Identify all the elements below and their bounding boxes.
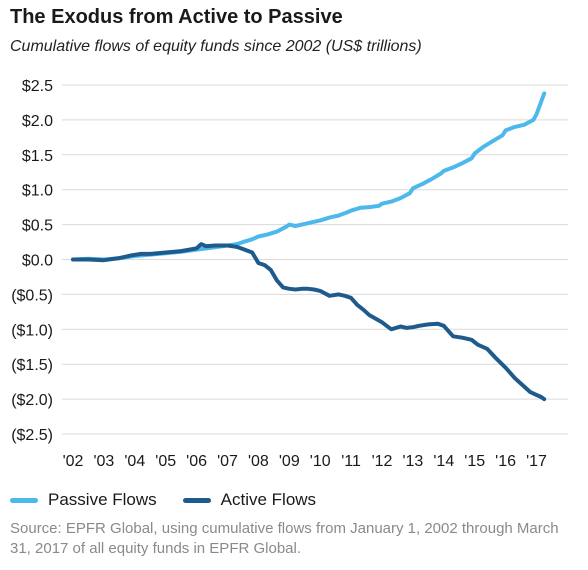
x-tick-label: '09 — [279, 453, 300, 470]
x-axis-labels: '02 '03 '04 '05 '06 '07 '08 '09 '10 '11 '12 '13 '14 '… — [63, 453, 547, 470]
x-tick-label: '11 — [341, 453, 361, 470]
y-tick-label: ($1.0) — [11, 322, 53, 339]
x-tick-label: '15 — [464, 453, 485, 470]
chart-subtitle: Cumulative flows of equity funds since 2… — [10, 38, 422, 55]
y-tick-label: $0.0 — [22, 253, 53, 270]
legend-item-passive: Passive Flows — [10, 490, 157, 510]
x-tick-label: '03 — [93, 453, 114, 470]
x-tick-label: '05 — [155, 453, 176, 470]
y-tick-label: ($1.5) — [11, 357, 53, 374]
y-tick-label: $1.0 — [22, 183, 53, 200]
x-tick-label: '12 — [372, 453, 393, 470]
x-tick-label: '07 — [217, 453, 238, 470]
x-tick-label: '17 — [526, 453, 547, 470]
chart-title: The Exodus from Active to Passive — [10, 6, 343, 28]
y-tick-label: ($2.0) — [11, 392, 53, 409]
series-lines — [71, 91, 547, 402]
x-tick-label: '04 — [124, 453, 145, 470]
x-tick-label: '02 — [63, 453, 84, 470]
x-tick-label: '14 — [433, 453, 454, 470]
y-tick-label: $2.5 — [22, 78, 53, 95]
gridlines — [62, 84, 568, 435]
legend-label-passive: Passive Flows — [48, 490, 157, 509]
legend-item-active: Active Flows — [182, 490, 317, 510]
passive-flows-line — [71, 91, 547, 262]
y-tick-label: ($0.5) — [11, 287, 53, 304]
legend-label-active: Active Flows — [220, 490, 317, 509]
x-tick-label: '13 — [402, 453, 423, 470]
y-tick-label: $2.0 — [22, 113, 53, 130]
legend: Passive Flows Active Flows — [10, 490, 342, 510]
line-chart: $2.5 $2.0 $1.5 $1.0 $0.5 $0.0 ($0.5) ($1.0) ($1.… — [11, 78, 568, 470]
x-tick-label: '06 — [186, 453, 207, 470]
active-flows-line — [71, 242, 547, 402]
legend-swatch-passive — [10, 497, 38, 503]
x-tick-label: '16 — [495, 453, 516, 470]
y-tick-label: ($2.5) — [11, 427, 53, 444]
x-tick-label: '10 — [310, 453, 331, 470]
x-tick-label: '08 — [248, 453, 269, 470]
y-axis-labels: $2.5 $2.0 $1.5 $1.0 $0.5 $0.0 ($0.5) ($1.0) ($1.… — [11, 78, 53, 444]
y-tick-label: $1.5 — [22, 148, 53, 165]
y-tick-label: $0.5 — [22, 218, 53, 235]
source-note: Source: EPFR Global, using cumulative fl… — [10, 520, 559, 557]
legend-swatch-active — [182, 497, 211, 503]
